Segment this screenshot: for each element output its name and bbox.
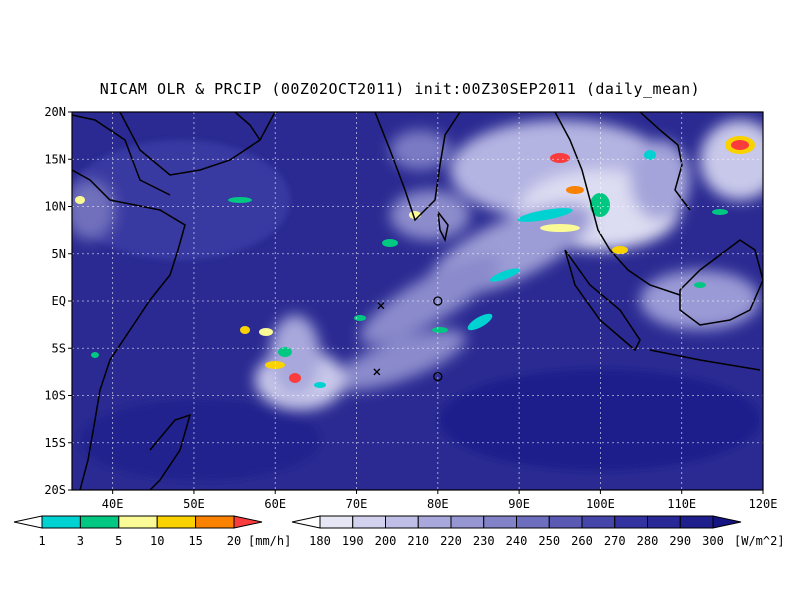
x-tick-label: 80E xyxy=(427,497,449,511)
y-tick-label: 10N xyxy=(44,200,66,214)
colorbar-level-label: 280 xyxy=(637,534,659,548)
y-tick-label: 20N xyxy=(44,105,66,119)
colorbar-swatch xyxy=(156,515,197,529)
colorbar-level-label: 190 xyxy=(342,534,364,548)
colorbar-level-label: 240 xyxy=(506,534,528,548)
x-tick-label: 100E xyxy=(586,497,615,511)
colorbar-level-label: 270 xyxy=(604,534,626,548)
y-axis-ticks: 20N 15N 10N 5N EQ 5S 10S 15S 20S xyxy=(44,105,72,497)
colorbar-level-label: 220 xyxy=(440,534,462,548)
colorbar-level-label: 15 xyxy=(188,534,202,548)
colorbar-swatch xyxy=(483,515,517,529)
cross-marker xyxy=(373,368,381,376)
x-tick-label: 50E xyxy=(183,497,205,511)
x-tick-label: 70E xyxy=(346,497,368,511)
colorbar-arrow-left xyxy=(291,515,321,529)
colorbar-swatch xyxy=(195,515,235,529)
y-tick-label: 15S xyxy=(44,436,66,450)
gridlines xyxy=(72,112,763,490)
coastlines xyxy=(72,112,763,490)
colorbar-swatch xyxy=(548,515,583,529)
x-tick-label: 110E xyxy=(667,497,696,511)
colorbar-level-label: 1 xyxy=(38,534,45,548)
precip-patches xyxy=(75,136,755,388)
y-tick-label: 20S xyxy=(44,483,66,497)
x-tick-label: 90E xyxy=(508,497,530,511)
y-tick-label: 5S xyxy=(52,341,66,355)
colorbar-level-label: 300 xyxy=(702,534,724,548)
precip-colorbar: 1 3 5 10 15 20 [mm/h] xyxy=(13,515,291,548)
colorbar-level-label: 180 xyxy=(309,534,331,548)
map-markers xyxy=(373,296,443,382)
colorbar-level-label: 250 xyxy=(538,534,560,548)
colorbar-swatch xyxy=(385,515,419,529)
colorbar-level-label: 260 xyxy=(571,534,593,548)
chart-title: NICAM OLR & PRCIP (00Z02OCT2011) init:00… xyxy=(99,80,701,98)
x-tick-label: 60E xyxy=(264,497,286,511)
colorbar-swatch xyxy=(679,515,714,529)
y-tick-label: EQ xyxy=(52,294,66,308)
circle-marker xyxy=(433,296,443,306)
colorbar-swatch xyxy=(417,515,452,529)
colorbar-swatch xyxy=(614,515,648,529)
colorbar-level-label: 230 xyxy=(473,534,495,548)
colorbar-arrow-left xyxy=(13,515,43,529)
colorbar-swatch xyxy=(516,515,550,529)
colorbar-swatch xyxy=(450,515,485,529)
cross-marker xyxy=(377,302,385,310)
colorbar-level-label: 5 xyxy=(115,534,122,548)
colorbar-swatch xyxy=(41,515,81,529)
y-tick-label: 10S xyxy=(44,389,66,403)
colorbar-swatch xyxy=(118,515,158,529)
x-tick-label: 120E xyxy=(749,497,778,511)
circle-marker xyxy=(433,371,443,382)
colorbar-arrow-right xyxy=(712,515,742,529)
colorbar-level-label: 200 xyxy=(375,534,397,548)
y-tick-label: 5N xyxy=(52,247,66,261)
colorbar-level-label: 210 xyxy=(407,534,429,548)
colorbar-level-label: 3 xyxy=(77,534,84,548)
colorbar-swatch xyxy=(581,515,616,529)
colorbar-level-label: 20 xyxy=(227,534,241,548)
colorbar-arrow-right xyxy=(233,515,263,529)
x-axis-ticks: 40E 50E 60E 70E 80E 90E 100E 110E 120E xyxy=(102,490,778,511)
colorbar-swatch xyxy=(352,515,386,529)
colorbar-level-label: 290 xyxy=(669,534,691,548)
y-tick-label: 15N xyxy=(44,152,66,166)
colorbar-swatch xyxy=(647,515,681,529)
colorbar-level-label: 10 xyxy=(150,534,164,548)
x-tick-label: 40E xyxy=(102,497,124,511)
colorbar-unit-label: [W/m^2] xyxy=(734,534,785,548)
olr-colorbar: 180 190 200 210 220 230 240 250 260 270 280 290 300 [… xyxy=(291,515,785,548)
colorbar-unit-label: [mm/h] xyxy=(248,534,291,548)
colorbar-swatch xyxy=(79,515,120,529)
colorbar-swatch xyxy=(319,515,354,529)
